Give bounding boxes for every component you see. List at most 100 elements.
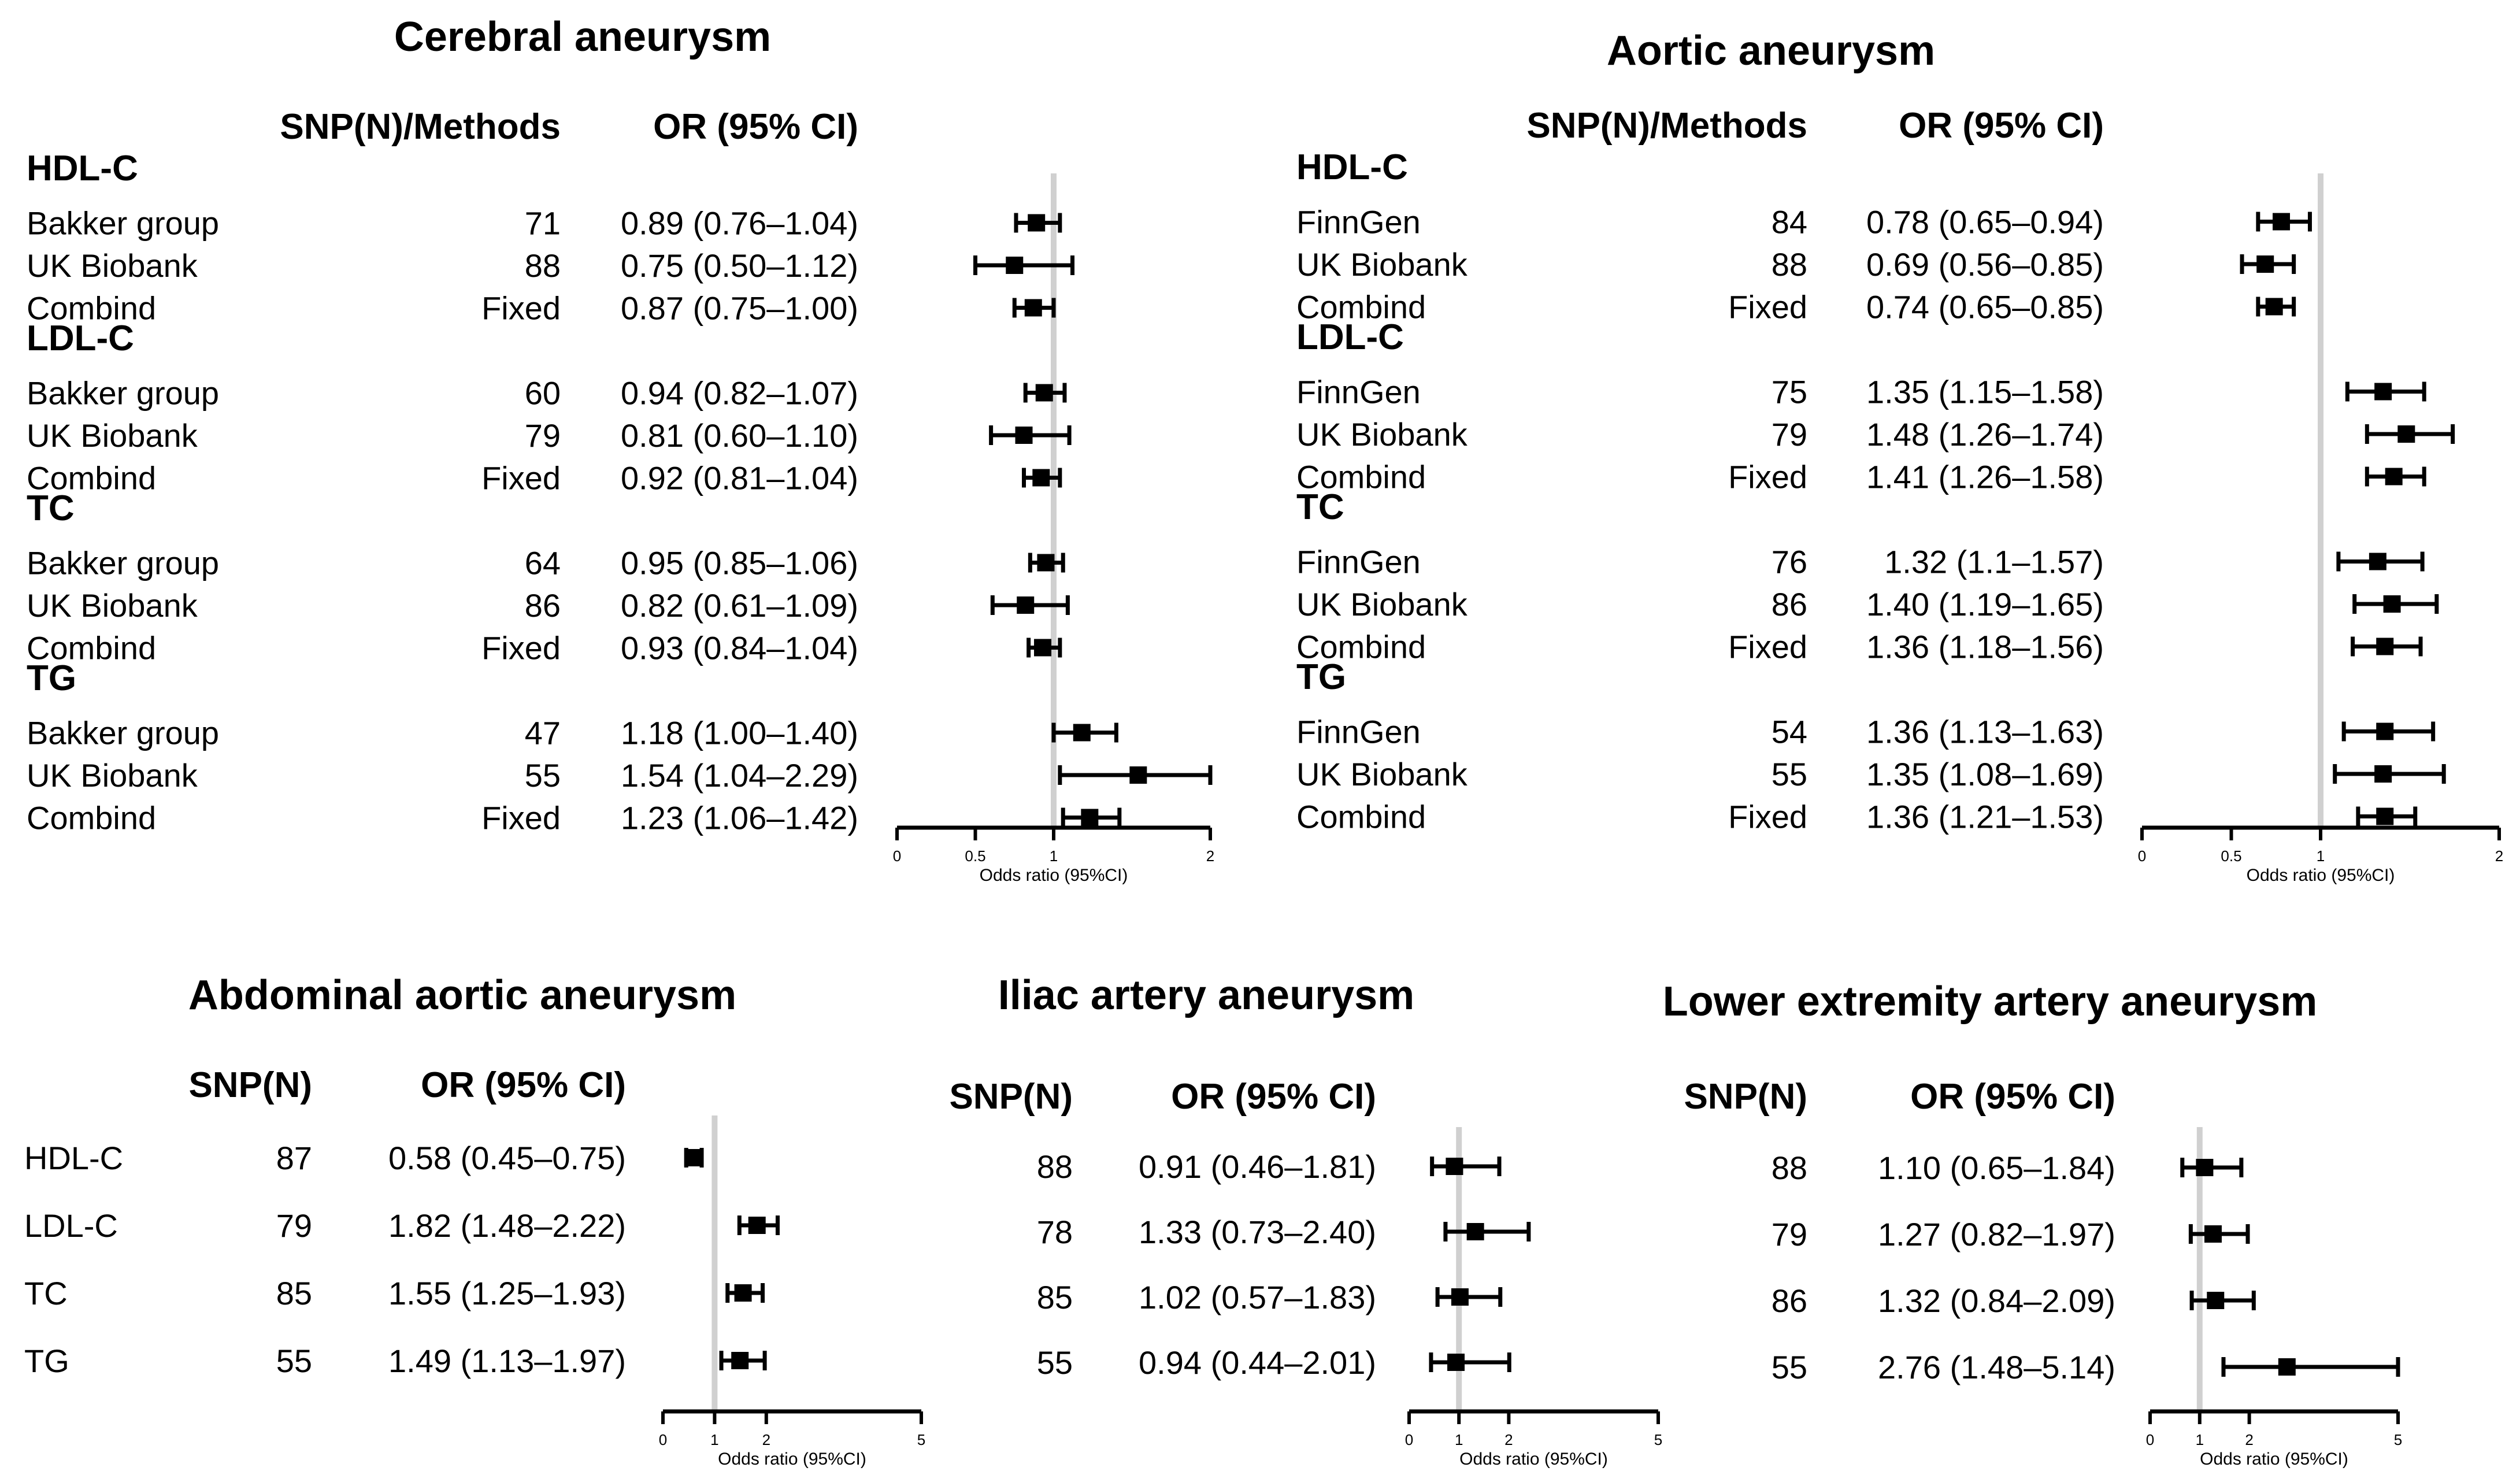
row-snp-n: 78 [1037,1214,1073,1250]
point-estimate [1037,554,1055,572]
x-tick-label: 1 [2196,1431,2204,1448]
row-label: Bakker group [27,545,219,581]
row-snp-n: 55 [276,1343,312,1379]
x-tick-label: 2 [1504,1431,1513,1448]
row-or-ci: 0.75 (0.50–1.12) [621,247,858,284]
row-snp-n: 79 [276,1207,312,1244]
group-label: TG [1296,657,1346,697]
row-snp-n: Fixed [481,630,561,666]
row-or-ci: 1.36 (1.13–1.63) [1866,714,2104,750]
column-header-or: OR (95% CI) [421,1065,626,1105]
point-estimate [2383,595,2401,613]
point-estimate [748,1217,766,1234]
row-or-ci: 0.78 (0.65–0.94) [1866,204,2104,240]
row-snp-n: 75 [1772,374,1807,410]
x-tick-label: 2 [1206,847,1214,865]
point-estimate [2374,765,2392,783]
group-label: TC [1296,487,1344,527]
column-header-or: OR (95% CI) [653,107,858,147]
forest-panel-4: Iliac artery aneurysm SNP(N) OR (95% CI) 88… [949,972,1662,1469]
row-or-ci: 0.94 (0.44–2.01) [1139,1344,1376,1381]
row-snp-n: 88 [1772,246,1807,283]
row-or-ci: 0.92 (0.81–1.04) [621,460,858,496]
x-tick-label: 2 [762,1431,770,1448]
point-estimate [1466,1223,1484,1240]
row-or-ci: 1.40 (1.19–1.65) [1866,586,2104,622]
x-tick-label: 2 [2495,847,2503,865]
row-label: Bakker group [27,375,219,412]
x-tick-label: 0.5 [965,847,985,865]
point-estimate [2397,425,2415,443]
point-estimate [2385,468,2403,486]
row-snp-n: Fixed [481,460,561,496]
row-or-ci: 0.58 (0.45–0.75) [388,1140,626,1176]
row-label: Bakker group [27,205,219,242]
group-label: HDL-C [27,149,138,188]
row-snp-n: 55 [1772,756,1807,792]
row-label: UK Biobank [1296,416,1468,453]
row-or-ci: 1.36 (1.21–1.53) [1866,799,2104,835]
group-label: LDL-C [27,318,134,358]
point-estimate [2207,1292,2225,1309]
x-tick-label: 5 [1654,1431,1662,1448]
point-estimate [684,1149,702,1166]
row-label: Combind [27,630,156,666]
row-snp-n: 85 [1037,1279,1073,1315]
row-label: Bakker group [27,715,219,751]
row-snp-n: 79 [1772,416,1807,453]
column-header-or: OR (95% CI) [1899,106,2104,146]
row-or-ci: 1.35 (1.08–1.69) [1866,756,2104,792]
x-axis-label: Odds ratio (95%CI) [2247,866,2395,885]
column-header-or: OR (95% CI) [1910,1077,2115,1117]
row-or-ci: 0.93 (0.84–1.04) [621,630,858,666]
row-label: Combind [1296,459,1426,495]
x-tick-label: 0.5 [2221,847,2241,865]
column-header-n: SNP(N) [1684,1077,1807,1117]
point-estimate [1129,766,1147,784]
row-or-ci: 1.54 (1.04–2.29) [621,757,858,794]
row-label: Combind [1296,629,1426,665]
point-estimate [2273,213,2291,231]
row-label: TG [24,1343,69,1379]
row-or-ci: 1.10 (0.65–1.84) [1878,1150,2115,1186]
row-snp-n: Fixed [481,800,561,836]
row-label: Combind [27,800,156,836]
row-snp-n: Fixed [1728,629,1807,665]
forest-panel-5: Lower extremity artery aneurysm SNP(N) OR … [1663,979,2403,1469]
row-snp-n: Fixed [1728,459,1807,495]
x-tick-label: 2 [2245,1431,2253,1448]
row-snp-n: 84 [1772,204,1807,240]
row-or-ci: 0.95 (0.85–1.06) [621,545,858,581]
point-estimate [2256,255,2274,273]
row-or-ci: 1.36 (1.18–1.56) [1866,629,2104,665]
group-label: HDL-C [1296,147,1408,187]
panel-title: Lower extremity artery aneurysm [1663,979,2318,1025]
x-tick-label: 0 [659,1431,667,1448]
point-estimate [2265,298,2283,316]
row-snp-n: 88 [1037,1148,1073,1185]
row-or-ci: 1.55 (1.25–1.93) [388,1275,626,1311]
row-or-ci: 1.02 (0.57–1.83) [1139,1279,1376,1315]
x-tick-label: 0 [893,847,901,865]
x-tick-label: 0 [2146,1431,2154,1448]
x-tick-label: 0 [2138,847,2146,865]
row-snp-n: 54 [1772,714,1807,750]
row-snp-n: 76 [1772,544,1807,580]
point-estimate [2369,553,2386,570]
row-or-ci: 1.82 (1.48–2.22) [388,1207,626,1244]
group-label: TC [27,488,75,528]
row-or-ci: 1.41 (1.26–1.58) [1866,459,2104,495]
point-estimate [2204,1225,2222,1243]
column-header-n: SNP(N) [949,1077,1073,1117]
row-snp-n: 71 [525,205,561,242]
row-snp-n: Fixed [1728,799,1807,835]
point-estimate [2196,1159,2214,1176]
row-or-ci: 0.89 (0.76–1.04) [621,205,858,242]
x-axis-label: Odds ratio (95%CI) [718,1450,866,1469]
row-or-ci: 2.76 (1.48–5.14) [1878,1349,2115,1385]
point-estimate [1024,299,1042,317]
point-estimate [1034,639,1052,657]
row-label: Combind [1296,799,1426,835]
forest-panel-1: Cerebral aneurysm SNP(N)/Methods OR (95% C… [27,14,1214,885]
